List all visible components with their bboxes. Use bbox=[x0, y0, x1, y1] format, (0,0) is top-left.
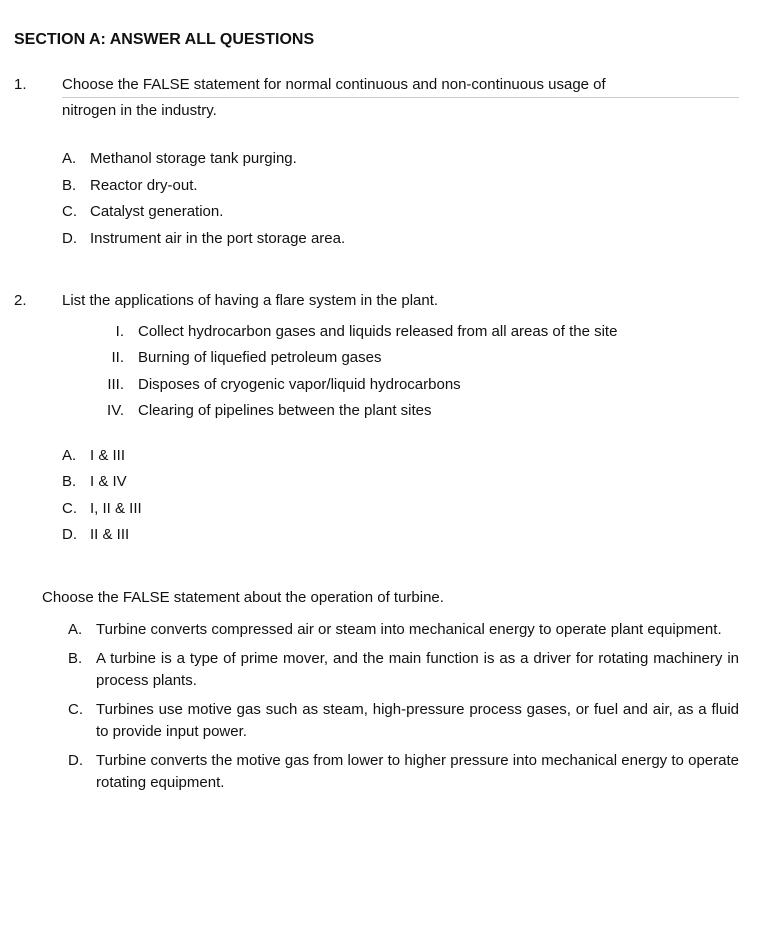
option-letter: B. bbox=[62, 471, 90, 494]
question-stem: Choose the FALSE statement for normal co… bbox=[62, 74, 739, 122]
option-letter: C. bbox=[62, 201, 90, 224]
divider-line bbox=[62, 97, 739, 98]
option-b: B. A turbine is a type of prime mover, a… bbox=[68, 648, 739, 693]
option-text: A turbine is a type of prime mover, and … bbox=[96, 648, 739, 693]
roman-numeral: II. bbox=[88, 347, 138, 370]
option-c: C. Catalyst generation. bbox=[62, 201, 739, 224]
option-letter: B. bbox=[62, 175, 90, 198]
option-text: I & IV bbox=[90, 471, 739, 494]
stem-line: nitrogen in the industry. bbox=[62, 102, 217, 119]
roman-text: Collect hydrocarbon gases and liquids re… bbox=[138, 321, 617, 344]
option-a: A. Turbine converts compressed air or st… bbox=[68, 619, 739, 642]
option-letter: D. bbox=[68, 750, 96, 795]
option-b: B. I & IV bbox=[62, 471, 739, 494]
roman-text: Clearing of pipelines between the plant … bbox=[138, 400, 432, 423]
option-text: Turbines use motive gas such as steam, h… bbox=[96, 699, 739, 744]
roman-list: I. Collect hydrocarbon gases and liquids… bbox=[88, 321, 739, 423]
option-b: B. Reactor dry-out. bbox=[62, 175, 739, 198]
option-c: C. Turbines use motive gas such as steam… bbox=[68, 699, 739, 744]
roman-item-i: I. Collect hydrocarbon gases and liquids… bbox=[88, 321, 739, 344]
option-text: Methanol storage tank purging. bbox=[90, 148, 739, 171]
option-text: I & III bbox=[90, 445, 739, 468]
question-stem: List the applications of having a flare … bbox=[62, 290, 739, 313]
option-letter: C. bbox=[68, 699, 96, 744]
roman-item-iii: III. Disposes of cryogenic vapor/liquid … bbox=[88, 374, 739, 397]
option-d: D. Instrument air in the port storage ar… bbox=[62, 228, 739, 251]
option-letter: A. bbox=[62, 148, 90, 171]
option-text: Turbine converts compressed air or steam… bbox=[96, 619, 739, 642]
question-2: 2. List the applications of having a fla… bbox=[14, 290, 739, 551]
question-stem: Choose the FALSE statement about the ope… bbox=[42, 587, 739, 610]
roman-text: Burning of liquefied petroleum gases bbox=[138, 347, 382, 370]
page: SECTION A: ANSWER ALL QUESTIONS 1. Choos… bbox=[0, 0, 769, 841]
options-list: A. Methanol storage tank purging. B. Rea… bbox=[62, 148, 739, 250]
roman-text: Disposes of cryogenic vapor/liquid hydro… bbox=[138, 374, 461, 397]
option-text: I, II & III bbox=[90, 498, 739, 521]
option-letter: D. bbox=[62, 228, 90, 251]
option-text: Catalyst generation. bbox=[90, 201, 739, 224]
roman-item-ii: II. Burning of liquefied petroleum gases bbox=[88, 347, 739, 370]
option-letter: D. bbox=[62, 524, 90, 547]
roman-numeral: III. bbox=[88, 374, 138, 397]
question-3: Choose the FALSE statement about the ope… bbox=[42, 587, 739, 795]
option-letter: A. bbox=[62, 445, 90, 468]
option-c: C. I, II & III bbox=[62, 498, 739, 521]
option-d: D. II & III bbox=[62, 524, 739, 547]
question-1: 1. Choose the FALSE statement for normal… bbox=[14, 74, 739, 254]
option-a: A. I & III bbox=[62, 445, 739, 468]
option-a: A. Methanol storage tank purging. bbox=[62, 148, 739, 171]
option-text: Reactor dry-out. bbox=[90, 175, 739, 198]
option-letter: B. bbox=[68, 648, 96, 693]
option-letter: C. bbox=[62, 498, 90, 521]
options-list: A. I & III B. I & IV C. I, II & III D. I… bbox=[62, 445, 739, 547]
option-text: Turbine converts the motive gas from low… bbox=[96, 750, 739, 795]
section-title: SECTION A: ANSWER ALL QUESTIONS bbox=[14, 28, 739, 52]
roman-numeral: I. bbox=[88, 321, 138, 344]
question-number: 2. bbox=[14, 290, 62, 551]
roman-numeral: IV. bbox=[88, 400, 138, 423]
roman-item-iv: IV. Clearing of pipelines between the pl… bbox=[88, 400, 739, 423]
option-d: D. Turbine converts the motive gas from … bbox=[68, 750, 739, 795]
question-number: 1. bbox=[14, 74, 62, 254]
option-letter: A. bbox=[68, 619, 96, 642]
stem-line: Choose the FALSE statement for normal co… bbox=[62, 76, 606, 93]
option-text: Instrument air in the port storage area. bbox=[90, 228, 739, 251]
option-text: II & III bbox=[90, 524, 739, 547]
options-list: A. Turbine converts compressed air or st… bbox=[68, 619, 739, 795]
